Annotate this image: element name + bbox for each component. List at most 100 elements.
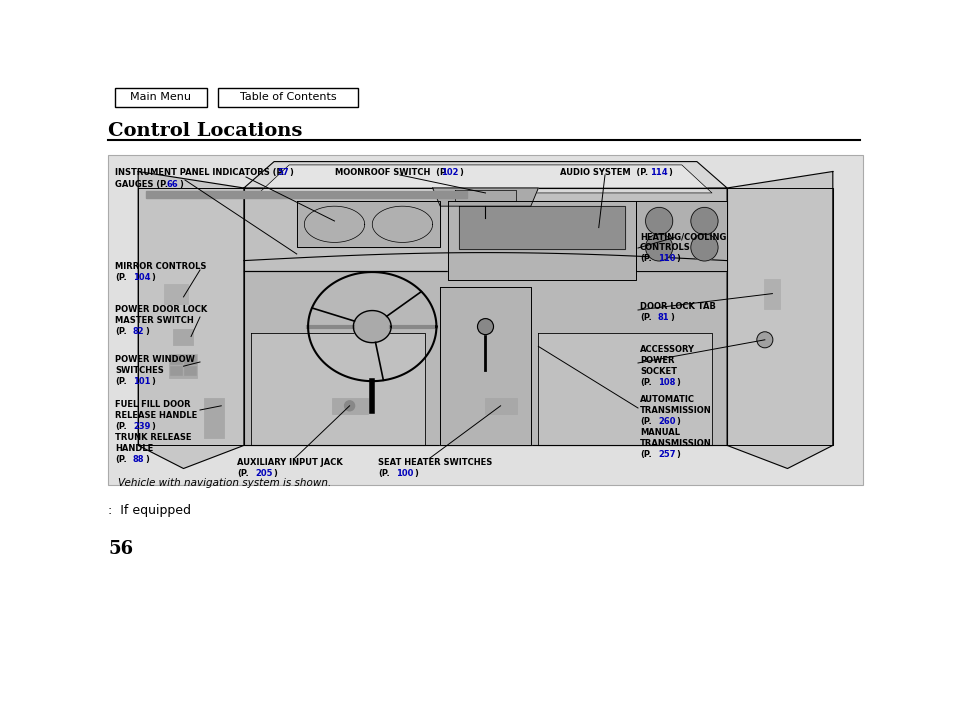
Polygon shape xyxy=(244,162,726,188)
Text: 114: 114 xyxy=(649,168,667,177)
Text: ): ) xyxy=(145,327,149,336)
Bar xyxy=(171,366,182,375)
Text: 57: 57 xyxy=(276,168,289,177)
Text: GAUGES (P.: GAUGES (P. xyxy=(115,180,168,189)
Text: FUEL FILL DOOR: FUEL FILL DOOR xyxy=(115,400,191,409)
Text: ): ) xyxy=(151,422,154,431)
Text: Main Menu: Main Menu xyxy=(131,92,192,102)
Text: (P.: (P. xyxy=(377,469,390,478)
Text: MOONROOF SWITCH  (P.: MOONROOF SWITCH (P. xyxy=(335,168,447,177)
Polygon shape xyxy=(726,188,832,445)
Polygon shape xyxy=(433,188,537,206)
Text: (P.: (P. xyxy=(115,327,127,336)
Bar xyxy=(218,88,357,107)
Polygon shape xyxy=(258,165,711,193)
Text: (P.: (P. xyxy=(115,455,127,464)
Polygon shape xyxy=(439,287,530,445)
Text: (P.: (P. xyxy=(115,273,127,282)
Text: (P.: (P. xyxy=(115,377,127,386)
Bar xyxy=(184,355,196,364)
Text: ): ) xyxy=(414,469,417,478)
Polygon shape xyxy=(353,310,391,343)
Text: Control Locations: Control Locations xyxy=(108,122,302,140)
Polygon shape xyxy=(296,201,439,247)
Text: POWER WINDOW: POWER WINDOW xyxy=(115,355,194,364)
Polygon shape xyxy=(537,333,711,445)
Text: ): ) xyxy=(151,273,154,282)
Text: ): ) xyxy=(669,313,673,322)
Polygon shape xyxy=(447,201,636,280)
Text: 239: 239 xyxy=(132,422,151,431)
Text: CONTROLS: CONTROLS xyxy=(639,243,690,252)
Text: HANDLE: HANDLE xyxy=(115,444,153,453)
Polygon shape xyxy=(726,172,832,469)
Circle shape xyxy=(477,319,493,334)
Text: (P.: (P. xyxy=(639,450,651,459)
Text: (P.: (P. xyxy=(639,378,651,387)
Text: 104: 104 xyxy=(132,273,151,282)
Text: ): ) xyxy=(676,417,679,426)
Text: :  If equipped: : If equipped xyxy=(108,504,191,517)
Text: INSTRUMENT PANEL INDICATORS (P.: INSTRUMENT PANEL INDICATORS (P. xyxy=(115,168,284,177)
Circle shape xyxy=(690,234,718,261)
Text: (P.: (P. xyxy=(639,313,651,322)
Text: Vehicle with navigation system is shown.: Vehicle with navigation system is shown. xyxy=(118,478,331,488)
Bar xyxy=(173,329,193,344)
Text: ): ) xyxy=(145,455,149,464)
Text: ACCESSORY: ACCESSORY xyxy=(639,345,695,354)
Polygon shape xyxy=(455,190,516,201)
Bar xyxy=(171,355,182,364)
Text: 101: 101 xyxy=(132,377,151,386)
Text: 102: 102 xyxy=(440,168,458,177)
Text: ): ) xyxy=(676,254,679,263)
Bar xyxy=(115,88,207,107)
Circle shape xyxy=(344,401,355,411)
Text: SWITCHES: SWITCHES xyxy=(115,366,164,375)
Text: POWER DOOR LOCK: POWER DOOR LOCK xyxy=(115,305,207,314)
Text: 81: 81 xyxy=(658,313,669,322)
Text: (P.: (P. xyxy=(639,417,651,426)
Text: (P.: (P. xyxy=(236,469,249,478)
Polygon shape xyxy=(138,188,244,445)
Polygon shape xyxy=(458,206,624,249)
Text: HEATING/COOLING: HEATING/COOLING xyxy=(639,232,725,241)
Text: 88: 88 xyxy=(132,455,144,464)
Bar xyxy=(184,366,196,375)
Bar xyxy=(164,283,188,304)
Polygon shape xyxy=(138,172,244,469)
Bar xyxy=(763,278,780,309)
Bar xyxy=(484,398,517,414)
Circle shape xyxy=(756,332,772,348)
Bar xyxy=(108,155,862,485)
Text: 82: 82 xyxy=(132,327,145,336)
Circle shape xyxy=(645,207,672,234)
Text: AUDIO SYSTEM  (P.: AUDIO SYSTEM (P. xyxy=(559,168,647,177)
Text: ): ) xyxy=(458,168,462,177)
Text: 108: 108 xyxy=(658,378,675,387)
Bar xyxy=(332,398,367,414)
Text: ): ) xyxy=(179,180,183,189)
Text: 100: 100 xyxy=(395,469,413,478)
Text: ): ) xyxy=(289,168,293,177)
Text: Table of Contents: Table of Contents xyxy=(239,92,336,102)
Circle shape xyxy=(645,234,672,261)
Text: SOCKET: SOCKET xyxy=(639,367,677,376)
Polygon shape xyxy=(636,201,726,271)
Text: (P.: (P. xyxy=(115,422,127,431)
Text: 110: 110 xyxy=(658,254,675,263)
Bar xyxy=(204,398,223,438)
Text: TRANSMISSION: TRANSMISSION xyxy=(639,439,711,448)
Text: 66: 66 xyxy=(167,180,178,189)
Text: 205: 205 xyxy=(254,469,273,478)
Text: RELEASE HANDLE: RELEASE HANDLE xyxy=(115,411,197,420)
Text: TRANSMISSION: TRANSMISSION xyxy=(639,406,711,415)
Text: MASTER SWITCH: MASTER SWITCH xyxy=(115,316,193,325)
Text: DOOR LOCK TAB: DOOR LOCK TAB xyxy=(639,302,715,311)
Polygon shape xyxy=(244,188,726,271)
Text: TRUNK RELEASE: TRUNK RELEASE xyxy=(115,433,192,442)
Text: AUTOMATIC: AUTOMATIC xyxy=(639,395,695,404)
Text: ): ) xyxy=(151,377,154,386)
Text: ): ) xyxy=(676,378,679,387)
Text: 257: 257 xyxy=(658,450,675,459)
Text: (P.: (P. xyxy=(639,254,651,263)
